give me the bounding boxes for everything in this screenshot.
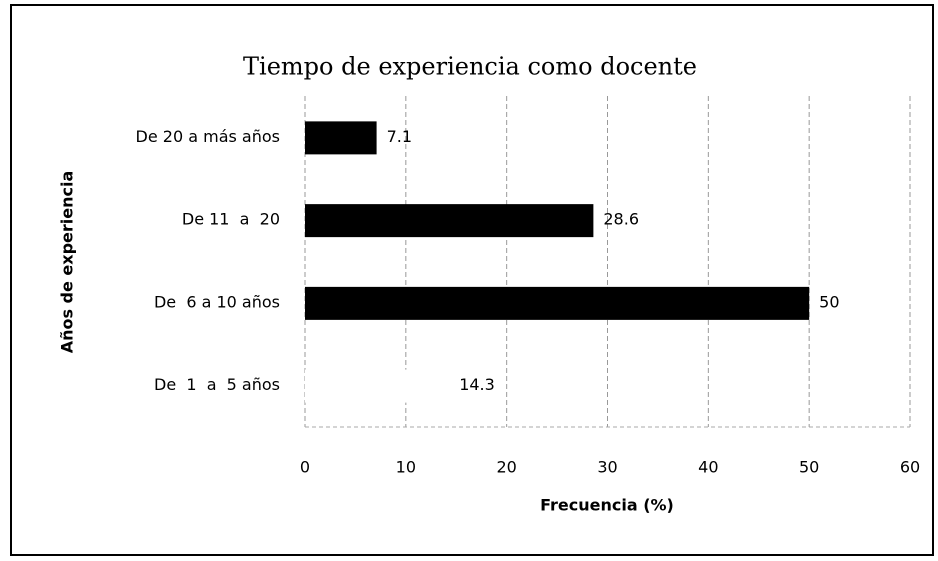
- value-label: 50: [819, 292, 839, 311]
- bar: [305, 204, 594, 238]
- value-label: 7.1: [387, 127, 412, 146]
- bar: [305, 369, 450, 403]
- x-tick-label: 40: [698, 458, 718, 477]
- bar: [305, 121, 377, 155]
- bar: [305, 286, 810, 320]
- y-axis-label: Años de experiencia: [58, 171, 77, 354]
- x-axis-label: Frecuencia (%): [540, 496, 674, 515]
- y-tick-label: De 11 a 20: [182, 210, 280, 229]
- y-tick-label: De 6 a 10 años: [154, 292, 280, 311]
- x-tick-label: 30: [597, 458, 617, 477]
- frame: [10, 4, 934, 556]
- x-tick-label: 60: [900, 458, 920, 477]
- value-label: 28.6: [603, 210, 639, 229]
- value-label: 14.3: [459, 375, 495, 394]
- y-tick-label: De 20 a más años: [136, 127, 280, 146]
- x-tick-label: 20: [496, 458, 516, 477]
- chart-title: Tiempo de experiencia como docente: [243, 53, 697, 81]
- x-tick-label: 10: [396, 458, 416, 477]
- x-tick-label: 50: [799, 458, 819, 477]
- y-tick-label: De 1 a 5 años: [154, 375, 280, 394]
- x-tick-label: 0: [300, 458, 310, 477]
